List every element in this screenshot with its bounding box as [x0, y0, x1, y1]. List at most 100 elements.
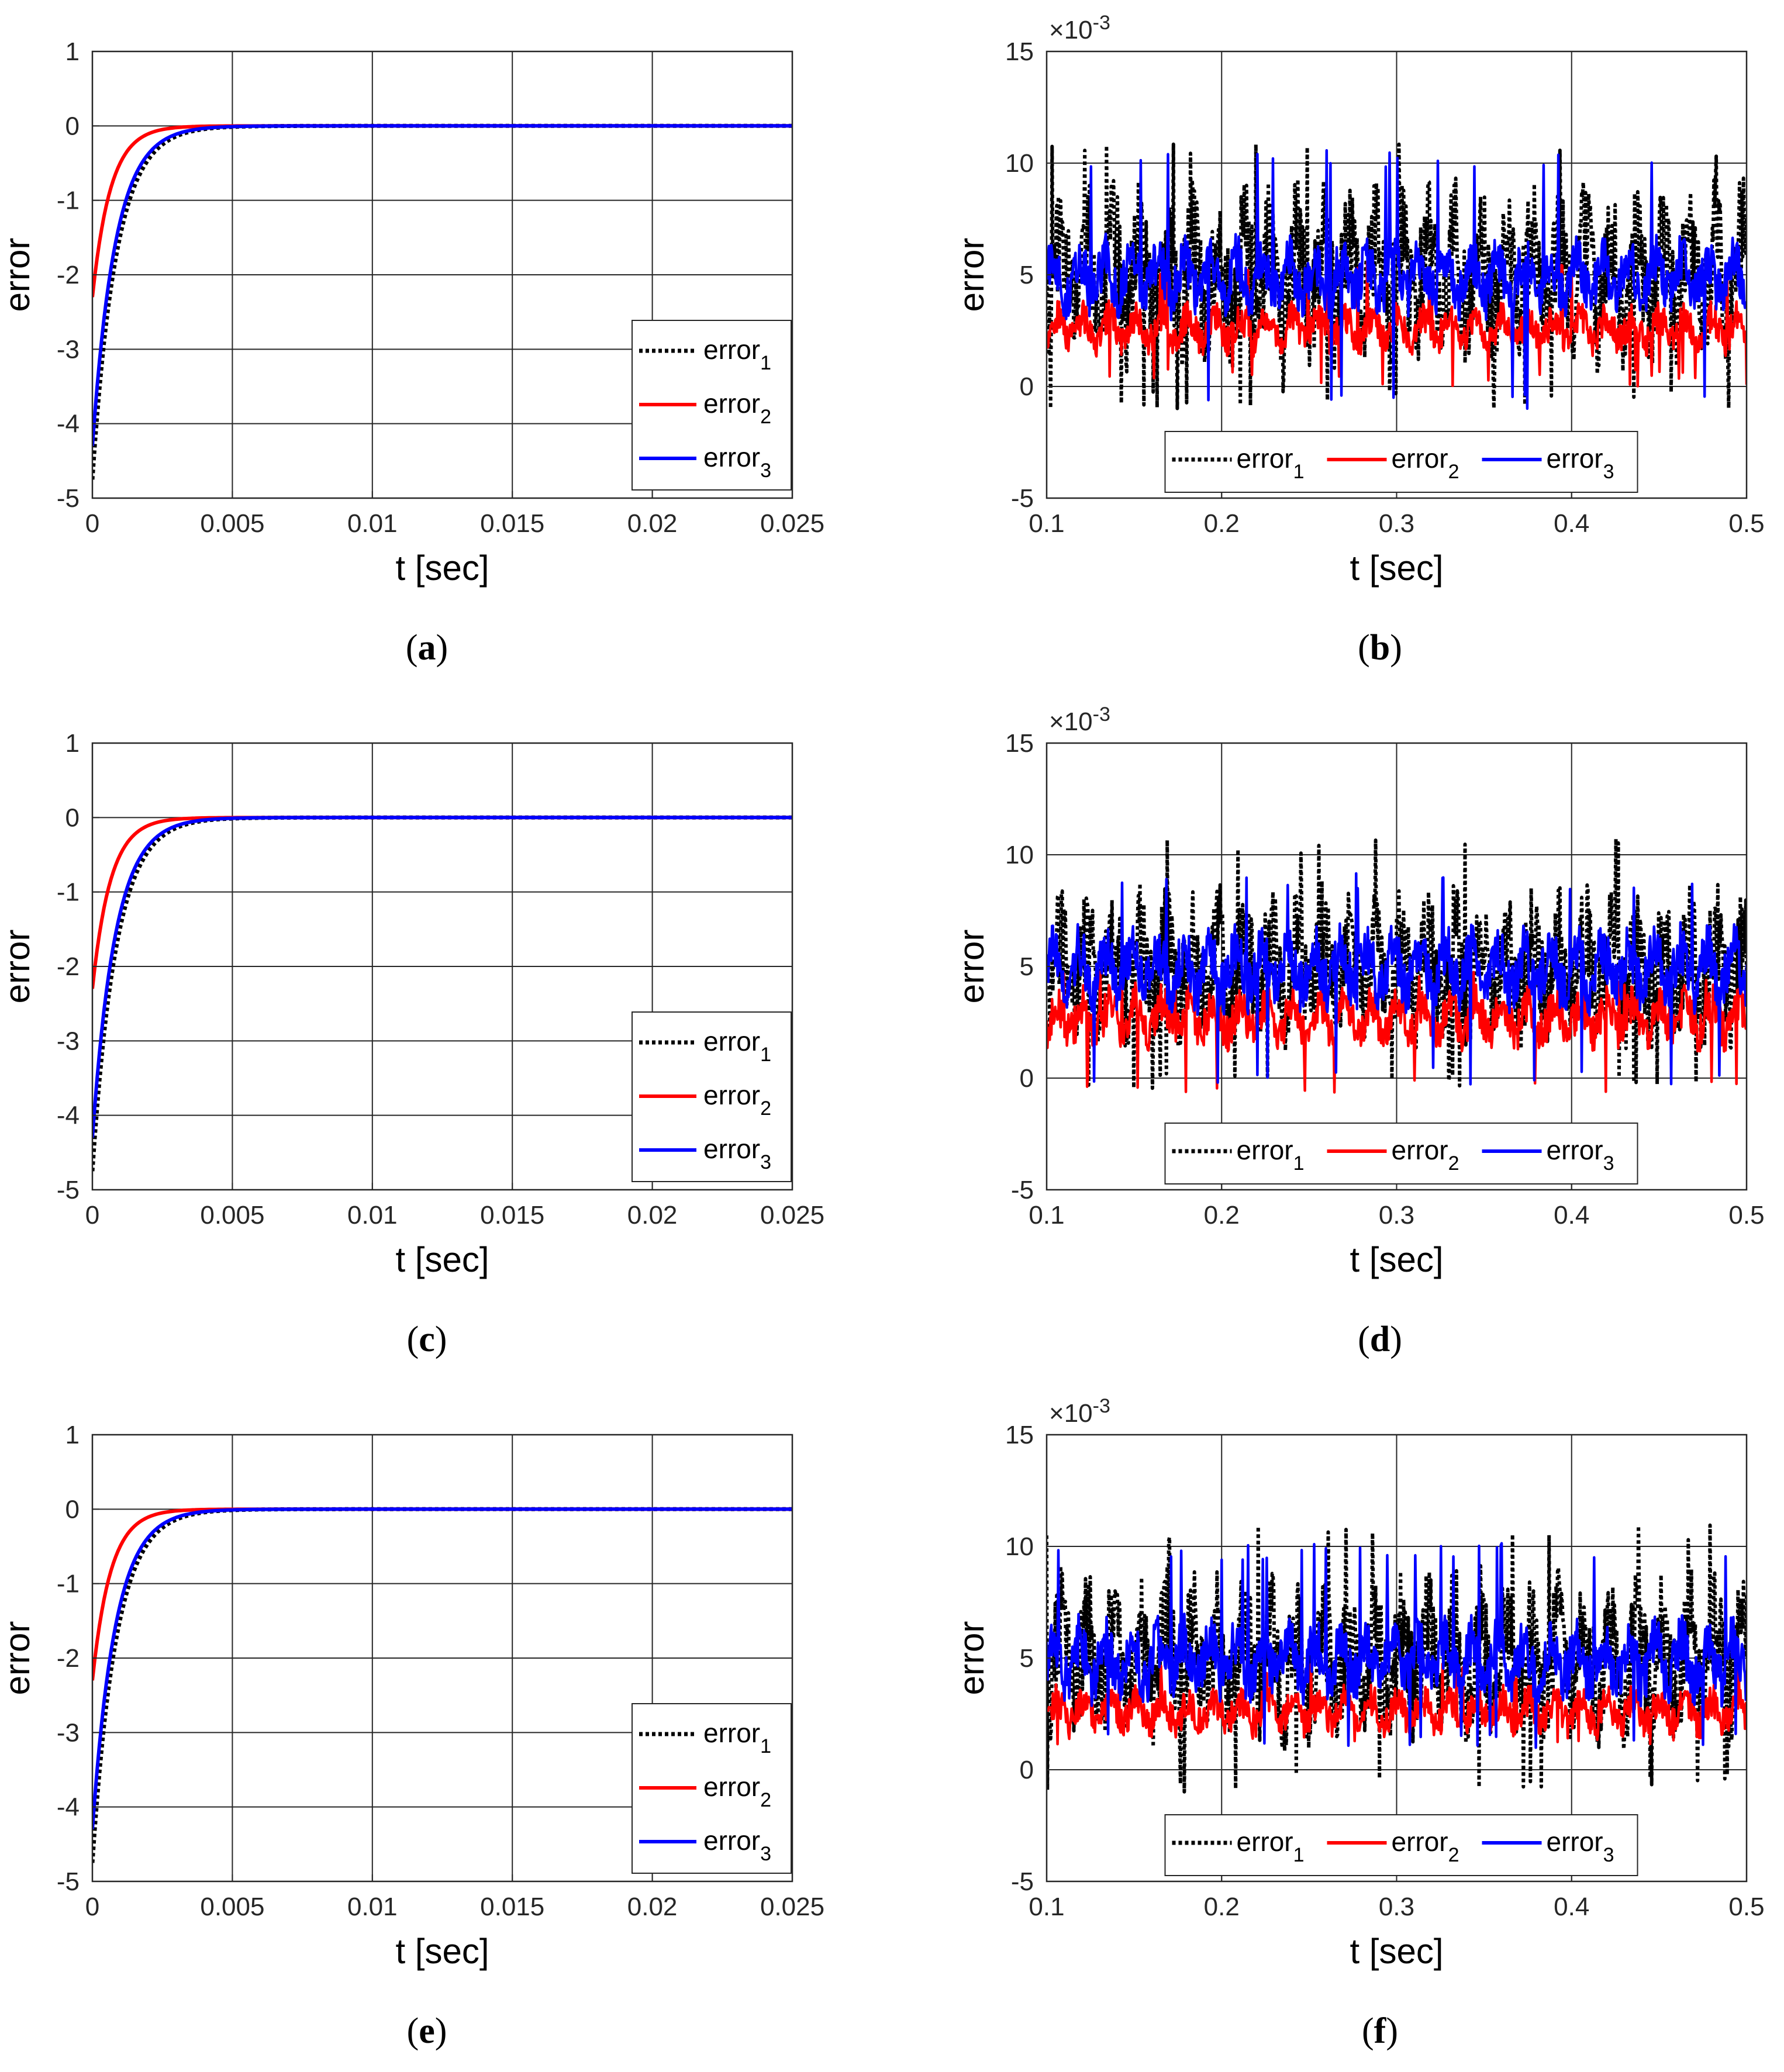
y-tick-label: -5 [57, 484, 80, 513]
panel-caption: (f) [1362, 2011, 1398, 2051]
chart-panel-a: 0 0.005 0.01 0.015 0.02 0.025 -5 -4 -3 -2 -1 0 1 t [s… [0, 37, 824, 668]
x-tick-label: 0.015 [480, 1201, 544, 1230]
x-tick-label: 0.005 [200, 1893, 264, 1921]
legend-box [1164, 431, 1638, 493]
x-tick-label: 0.01 [347, 509, 398, 538]
x-tick-label: 0.005 [200, 1201, 264, 1230]
y-tick-label: -5 [57, 1867, 80, 1896]
y-tick-label: -1 [57, 1570, 80, 1598]
x-tick-label: 0 [85, 509, 99, 538]
x-tick-label: 0.5 [1728, 1893, 1764, 1921]
series-line-error2 [1047, 1662, 1747, 1746]
x-tick-label: 0 [85, 1893, 99, 1921]
y-tick-label: -2 [57, 1644, 80, 1673]
x-tick-label: 0.4 [1554, 509, 1589, 538]
series-line-error3 [92, 1507, 792, 1830]
x-tick-label: 0.015 [480, 1893, 544, 1921]
x-tick-label: 0.005 [200, 509, 264, 538]
y-tick-label: -1 [57, 187, 80, 215]
x-axis-label: t [sec] [1350, 1932, 1443, 1971]
x-axis-label: t [sec] [395, 548, 489, 588]
y-tick-label: 10 [1005, 841, 1034, 869]
panel-caption: (b) [1358, 628, 1402, 668]
panel-caption: (c) [407, 1320, 447, 1359]
x-tick-label: 0.2 [1204, 509, 1240, 538]
x-tick-label: 0.025 [760, 1201, 824, 1230]
y-tick-label: -3 [57, 1027, 80, 1055]
x-tick-label: 0.2 [1204, 1201, 1240, 1230]
x-tick-label: 0.1 [1029, 509, 1064, 538]
x-tick-label: 0.4 [1554, 1201, 1589, 1230]
y-axis-label: error [0, 238, 37, 312]
y-axis-label: error [952, 930, 991, 1004]
series-group [92, 1507, 792, 1863]
chart-panel-e: 0 0.005 0.01 0.015 0.02 0.025 -5 -4 -3 -2 -1 0 1 t [s… [0, 1421, 824, 2051]
y-tick-label: 5 [1020, 952, 1034, 981]
y-axis-label: error [952, 238, 991, 312]
x-tick-label: 0.015 [480, 509, 544, 538]
panel-caption: (e) [407, 2011, 447, 2051]
legend-box [1164, 1123, 1638, 1185]
series-line-error3 [92, 816, 792, 1138]
series-group [92, 815, 792, 1172]
series-line-error3 [1047, 1542, 1747, 1749]
y-tick-label: 15 [1005, 37, 1034, 66]
y-tick-label: 15 [1005, 729, 1034, 758]
y-tick-label: 1 [65, 37, 80, 66]
x-tick-label: 0.025 [760, 1893, 824, 1921]
y-axis-label: error [0, 1621, 37, 1695]
y-tick-label: -3 [57, 1718, 80, 1747]
x-tick-label: 0 [85, 1201, 99, 1230]
series-line-error3 [1047, 149, 1747, 410]
x-tick-label: 0.3 [1379, 1201, 1414, 1230]
x-tick-label: 0.4 [1554, 1893, 1589, 1921]
y-tick-label: -4 [57, 410, 80, 438]
y-tick-label: -5 [57, 1176, 80, 1204]
y-tick-label: -4 [57, 1793, 80, 1822]
x-axis-label: t [sec] [395, 1240, 489, 1279]
chart-panel-b: 0.1 0.2 0.3 0.4 0.5 -5 0 5 10 15 ×10-3 t [sec] error… [952, 12, 1765, 668]
series-line-error3 [1047, 872, 1747, 1086]
series-group [1047, 837, 1747, 1094]
y-tick-label: 1 [65, 729, 80, 758]
y-tick-label: 0 [1020, 1756, 1034, 1784]
x-tick-label: 0.01 [347, 1893, 398, 1921]
x-tick-label: 0.5 [1728, 1201, 1764, 1230]
panel-caption: (d) [1358, 1320, 1402, 1359]
y-axis-label: error [952, 1621, 991, 1695]
panel-caption: (a) [406, 628, 448, 668]
x-tick-label: 0.02 [627, 509, 678, 538]
x-tick-label: 0.02 [627, 1893, 678, 1921]
y-tick-label: 10 [1005, 149, 1034, 178]
chart-panel-f: 0.1 0.2 0.3 0.4 0.5 -5 0 5 10 15 ×10-3 t [sec] error… [952, 1395, 1765, 2051]
y-tick-label: 1 [65, 1421, 80, 1449]
axis-multiplier: ×10-3 [1049, 703, 1110, 736]
y-tick-label: 0 [1020, 372, 1034, 401]
y-tick-label: 15 [1005, 1421, 1034, 1449]
y-tick-label: 5 [1020, 261, 1034, 289]
chart-panel-c: 0 0.005 0.01 0.015 0.02 0.025 -5 -4 -3 -2 -1 0 1 t [s… [0, 729, 824, 1359]
y-tick-label: -2 [57, 261, 80, 289]
y-tick-label: -5 [1011, 1176, 1034, 1204]
x-axis-label: t [sec] [1350, 548, 1443, 588]
y-tick-label: -2 [57, 952, 80, 981]
y-tick-label: -1 [57, 878, 80, 907]
x-tick-label: 0.5 [1728, 509, 1764, 538]
y-tick-label: -5 [1011, 1867, 1034, 1896]
series-line-error2 [1047, 970, 1747, 1094]
x-tick-label: 0.3 [1379, 509, 1414, 538]
x-tick-label: 0.025 [760, 509, 824, 538]
y-tick-label: 0 [65, 1495, 80, 1524]
legend-box [1164, 1814, 1638, 1876]
y-tick-label: -3 [57, 335, 80, 364]
x-tick-label: 0.1 [1029, 1201, 1064, 1230]
x-axis-label: t [sec] [1350, 1240, 1443, 1279]
x-tick-label: 0.3 [1379, 1893, 1414, 1921]
series-line-error3 [92, 124, 792, 447]
